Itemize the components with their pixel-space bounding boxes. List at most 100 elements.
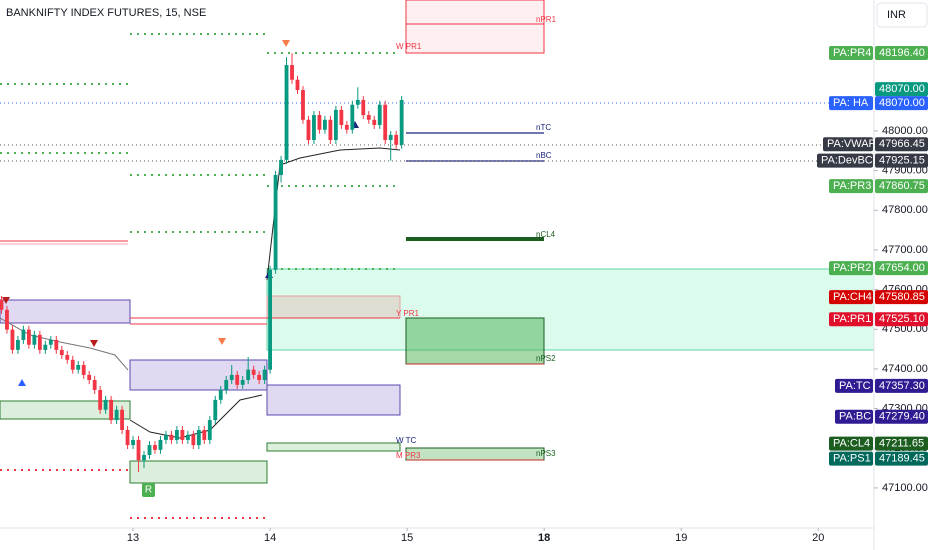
zone — [266, 295, 401, 319]
candle-body — [207, 420, 212, 440]
candle-body — [322, 119, 327, 130]
price-label-name: PA:PR1 — [833, 313, 871, 325]
price-label-box — [875, 261, 928, 276]
last-price-box — [875, 82, 928, 97]
level-label: nTC — [536, 123, 551, 132]
candle-body — [344, 124, 349, 130]
candle-body — [262, 369, 267, 381]
price-label-name: PA:BC — [839, 411, 871, 423]
candle-body — [26, 329, 31, 345]
candle-body — [191, 434, 196, 446]
candle-body — [70, 359, 75, 370]
price-label-name-box — [829, 451, 873, 466]
candle-body — [131, 439, 135, 446]
candle-body — [65, 355, 70, 360]
price-label-value: 47279.40 — [879, 411, 925, 423]
price-label-name-box — [829, 290, 873, 305]
candle-body — [136, 439, 141, 461]
last-price-label: 48070.00 — [879, 83, 925, 95]
price-label-name-box — [829, 261, 873, 276]
candle-body — [125, 430, 130, 446]
x-tick-label: 18 — [538, 532, 550, 544]
zone — [129, 359, 268, 391]
candle-body — [32, 334, 37, 345]
price-label-name-box — [829, 179, 873, 194]
vwap-line — [129, 394, 263, 439]
marker — [90, 340, 98, 347]
dotted-levels — [0, 33, 400, 519]
candle-body — [98, 389, 103, 410]
candle-body — [224, 380, 229, 390]
candle-body — [339, 109, 344, 125]
price-label-name: PA:PR3 — [833, 180, 871, 192]
x-tick-label: 14 — [264, 532, 276, 544]
level-label: W TC — [396, 436, 417, 445]
candle-body — [180, 430, 185, 440]
signal-label: R — [145, 485, 152, 496]
candle-body — [383, 104, 388, 141]
candle-body — [240, 380, 245, 385]
level-label: nCL4 — [536, 230, 556, 239]
candle-body — [37, 334, 42, 350]
candle-body — [257, 374, 262, 381]
level-band — [406, 237, 544, 241]
candle-body — [43, 344, 48, 350]
level-label: nPS3 — [536, 449, 556, 458]
candle-body — [312, 115, 316, 141]
level-label: W PR1 — [396, 42, 422, 51]
level-label: M PR3 — [396, 451, 421, 460]
price-label-value: 47966.45 — [879, 138, 925, 150]
candle-body — [120, 409, 124, 431]
candle-body — [366, 115, 371, 120]
price-label-name-box — [829, 312, 873, 327]
candle-body — [109, 399, 114, 421]
price-label-value: 47860.75 — [879, 180, 925, 192]
price-label-box — [875, 451, 928, 466]
candles — [0, 53, 404, 473]
y-tick-label: 47100.00 — [882, 482, 928, 494]
price-label-value: 47580.85 — [879, 291, 925, 303]
candle-body — [229, 374, 234, 381]
candle-body — [355, 99, 360, 105]
candle-body — [328, 119, 333, 141]
candle-body — [185, 434, 190, 440]
marker — [218, 338, 226, 345]
currency-label[interactable]: INR — [887, 9, 906, 21]
price-label-name-box — [829, 96, 873, 111]
candle-body — [54, 339, 59, 350]
candle-body — [246, 369, 251, 381]
candle-body — [153, 445, 157, 450]
candle-body — [213, 399, 218, 421]
candle-body — [5, 309, 9, 330]
y-tick-label: 47400.00 — [882, 363, 928, 375]
zone — [0, 400, 131, 420]
x-tick-label: 13 — [127, 532, 139, 544]
candle-body — [301, 90, 305, 120]
x-tick-label: 19 — [675, 532, 687, 544]
zone — [405, 317, 545, 365]
zone — [266, 384, 401, 416]
zone — [266, 442, 401, 452]
chart-title: BANKNIFTY INDEX FUTURES, 15, NSE — [6, 7, 206, 19]
price-label-name: PA: HA — [833, 97, 869, 109]
price-label-value: 47925.15 — [879, 155, 925, 167]
candle-body — [164, 434, 168, 440]
candle-body — [290, 65, 294, 80]
y-tick-label: 48000.00 — [882, 125, 928, 137]
price-label-box — [875, 436, 928, 451]
candle-body — [92, 380, 97, 390]
candle-body — [295, 79, 300, 91]
price-label-value: 47654.00 — [879, 262, 925, 274]
price-label-value: 47189.45 — [879, 453, 925, 465]
price-label-value: 47525.10 — [879, 313, 925, 325]
zone — [405, 0, 545, 54]
candle-body — [388, 134, 393, 141]
price-label-name: PA:CL4 — [833, 438, 870, 450]
currency-button[interactable] — [876, 2, 928, 28]
y-tick-label: 47700.00 — [882, 244, 928, 256]
candle-body — [10, 329, 15, 350]
candle-body — [48, 339, 53, 345]
price-label-name: PA:PR2 — [833, 262, 871, 274]
candle-body — [81, 364, 86, 375]
